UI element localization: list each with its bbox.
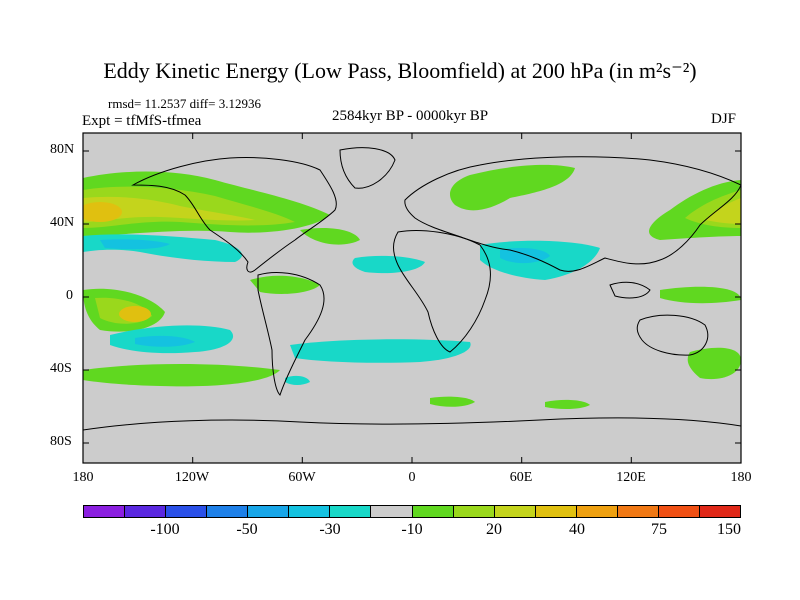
colorbar-cell (617, 506, 659, 517)
positive-anomaly-region (119, 306, 151, 322)
colorbar-cell (494, 506, 536, 517)
colorbar-label: 20 (486, 521, 502, 538)
colorbar-label: -50 (236, 521, 258, 538)
colorbar-label: -10 (401, 521, 423, 538)
colorbar-label: -100 (150, 521, 180, 538)
lat-label: 0 (66, 288, 73, 303)
lon-label: 0 (408, 470, 416, 485)
map-title: Eddy Kinetic Energy (Low Pass, Bloomfiel… (103, 58, 697, 83)
colorbar-cell (412, 506, 454, 517)
colorbar-label: 40 (569, 521, 585, 538)
negative-anomaly-region (352, 255, 425, 274)
negative-anomaly-region (290, 339, 471, 363)
colorbar-cell (699, 506, 740, 517)
experiment-label: Expt = tfMfS-tfmea (82, 113, 202, 129)
colorbar-cell (166, 506, 208, 517)
colorbar-label: -30 (319, 521, 341, 538)
stats-text: rmsd= 11.2537 diff= 3.12936 (108, 96, 261, 111)
coastline-north-america (131, 157, 337, 273)
period-label: 2584kyr BP - 0000kyr BP (331, 108, 489, 124)
colorbar-cell (453, 506, 495, 517)
coastline-antarctica (83, 417, 741, 431)
colorbar-label: 75 (651, 521, 667, 538)
colorbar-cell (248, 506, 290, 517)
colorbar (83, 505, 741, 518)
colorbar-cell (330, 506, 372, 517)
negative-anomaly-region (135, 335, 195, 347)
colorbar-cell (658, 506, 700, 517)
positive-anomaly-region (430, 396, 475, 407)
coastline-australia (636, 314, 709, 356)
colorbar-cell (576, 506, 618, 517)
lat-label: 40S (50, 361, 72, 376)
coastlines (83, 147, 741, 431)
positive-anomaly-region (83, 196, 255, 222)
coastline-africa (393, 230, 491, 353)
positive-anomaly-region (450, 164, 575, 211)
lat-label: 40N (50, 215, 75, 230)
coastline-greenland (339, 147, 396, 189)
positive-anomaly-region (250, 275, 320, 294)
positive-anomaly-region (660, 286, 741, 304)
lon-label: 60W (288, 470, 316, 485)
lon-label: 120W (174, 470, 210, 485)
lat-label: 80N (50, 142, 75, 157)
lon-label: 120E (616, 470, 646, 485)
positive-anomaly-region (545, 399, 590, 410)
coastline-maritime-continent (609, 281, 651, 299)
field-shading (83, 164, 741, 410)
colorbar-cell (207, 506, 249, 517)
coastline-eurasia (404, 156, 741, 272)
axis-ticks (83, 133, 741, 463)
coastline-south-america (257, 271, 325, 396)
season-label: DJF (711, 111, 737, 127)
positive-anomaly-region (300, 228, 360, 245)
positive-anomaly-region (705, 198, 741, 224)
lon-label: 180 (730, 470, 752, 485)
colorbar-cell (84, 506, 126, 517)
positive-anomaly-region (687, 347, 741, 380)
colorbar-cell (535, 506, 577, 517)
negative-anomaly-region (100, 239, 170, 250)
negative-anomaly-region (285, 375, 310, 385)
positive-anomaly-region (83, 202, 122, 222)
colorbar-cell (125, 506, 167, 517)
colorbar-label: 150 (717, 521, 741, 538)
positive-anomaly-region (83, 364, 280, 387)
colorbar-cell (371, 506, 413, 517)
colorbar-cell (289, 506, 331, 517)
lon-label: 180 (72, 470, 94, 485)
lat-label: 80S (50, 434, 72, 449)
lon-label: 60E (509, 470, 533, 485)
